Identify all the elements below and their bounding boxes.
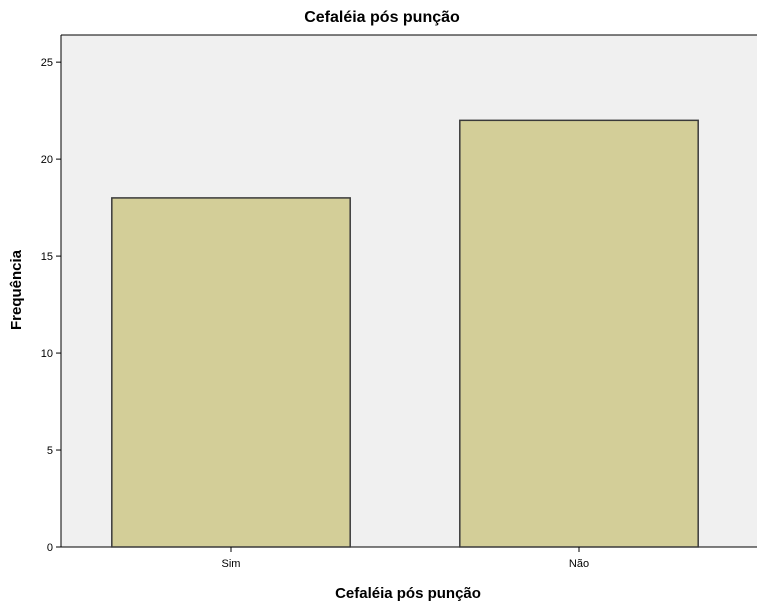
chart-title: Cefaléia pós punção <box>304 9 460 26</box>
x-tick-label: Não <box>569 558 589 570</box>
y-tick-label: 5 <box>47 445 53 457</box>
bars-group <box>111 119 699 548</box>
y-tick-label: 10 <box>41 348 53 360</box>
y-tick-label: 20 <box>41 154 53 166</box>
y-tick-label: 0 <box>47 542 53 554</box>
x-tick-label: Sim <box>222 558 241 570</box>
y-tick-label: 15 <box>41 251 53 263</box>
bar-nao <box>459 119 699 548</box>
bar-sim <box>111 197 351 548</box>
x-axis-ticks: Sim Não <box>222 547 589 570</box>
y-tick-label: 25 <box>41 57 53 69</box>
y-axis-title: Frequência <box>8 249 25 330</box>
y-axis-ticks: 0 5 10 15 20 25 <box>41 57 61 554</box>
x-axis-title: Cefaléia pós punção <box>335 585 481 602</box>
